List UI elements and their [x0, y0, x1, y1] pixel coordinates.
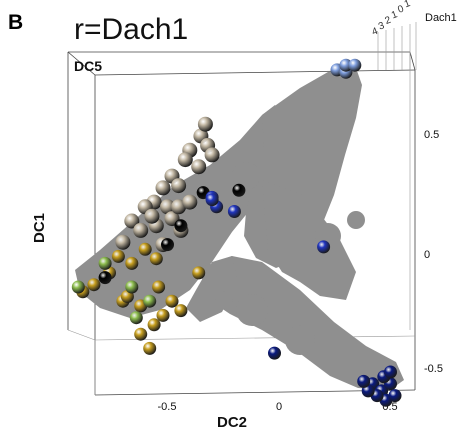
y-tick-label: -0.5 — [424, 363, 443, 375]
data-point-level5 — [388, 389, 402, 403]
data-point-level1 — [155, 180, 171, 196]
data-point-level2 — [156, 308, 170, 322]
data-point-level5 — [268, 346, 281, 360]
cloud-blob — [347, 211, 365, 229]
panel-letter: B — [8, 11, 23, 34]
data-point-level1 — [197, 116, 213, 132]
data-point-level1 — [177, 152, 193, 168]
data-point-level4 — [227, 205, 241, 218]
data-point-apex — [339, 58, 353, 72]
data-point-level4 — [205, 193, 219, 207]
box-top-right-edge — [409, 51, 416, 71]
data-point-level2 — [149, 252, 163, 266]
data-point-level3 — [129, 311, 143, 325]
data-point-level0 — [98, 271, 112, 285]
x-tick-label: 0 — [276, 401, 282, 413]
data-point-level2 — [174, 304, 188, 318]
legend-tick-label: 1 — [403, 0, 412, 10]
legend-tick-label: 2 — [383, 15, 392, 27]
cloud-blob — [285, 325, 315, 355]
cloud-blob — [215, 291, 233, 309]
data-point-level2 — [192, 266, 206, 280]
data-point-level1 — [124, 213, 140, 229]
data-point-level4 — [317, 240, 331, 254]
box-bottom-front-edge — [94, 389, 416, 396]
legend-tick-label: 3 — [377, 20, 386, 32]
bounding-box — [67, 51, 416, 396]
cloud-blob — [236, 294, 268, 326]
data-point-level1 — [144, 208, 160, 224]
color-legend: Dach1 4 3 2 1 0 1 — [370, 0, 457, 70]
cloud-blob — [232, 162, 260, 190]
x-tick-label: -0.5 — [158, 401, 177, 413]
legend-tick-label: 1 — [390, 9, 399, 21]
data-point-level2 — [134, 327, 148, 341]
background-cell-cloud — [75, 68, 404, 390]
data-point-level1 — [133, 222, 149, 238]
data-point-level2 — [87, 278, 101, 292]
cloud-middle-band — [262, 180, 356, 300]
y-tick-label: 0.5 — [424, 129, 439, 141]
z-axis-label: DC5 — [74, 58, 102, 74]
data-point-level1 — [204, 147, 220, 163]
data-point-level5 — [384, 365, 397, 379]
legend-scale — [377, 22, 417, 70]
y-axis-label: DC1 — [31, 213, 48, 243]
data-point-level1 — [191, 159, 207, 175]
data-point-level2 — [111, 249, 125, 263]
box-top-front-edge — [94, 69, 416, 76]
data-point-level2 — [165, 294, 179, 308]
legend-tick-label: 4 — [370, 26, 379, 38]
data-point-level2 — [152, 280, 166, 294]
data-point-level5 — [357, 374, 371, 388]
data-point-level1 — [115, 234, 131, 250]
box-bottom-left-join — [67, 329, 96, 341]
data-point-level0 — [161, 238, 174, 252]
legend-title: Dach1 — [425, 12, 457, 24]
legend-tick-label: 0 — [396, 3, 405, 15]
data-point-level1 — [171, 199, 187, 215]
data-point-level1 — [182, 194, 198, 210]
data-point-level3 — [143, 294, 157, 308]
data-point-level1 — [160, 199, 175, 215]
data-point-level1 — [171, 178, 187, 194]
data-point-level2 — [138, 242, 152, 256]
x-axis-label: DC2 — [217, 414, 247, 431]
data-point-level2 — [147, 318, 161, 332]
chart-title: r=Dach1 — [74, 13, 188, 46]
box-top-left-edge — [67, 51, 96, 76]
x-axis-ticks: -0.5 0 0.5 — [158, 401, 398, 413]
data-point-level0 — [174, 219, 188, 233]
data-point-apex — [348, 58, 362, 72]
y-axis-ticks: 0.5 0 -0.5 — [424, 129, 443, 375]
data-point-level3 — [125, 280, 139, 294]
data-point-level0 — [232, 183, 246, 197]
data-point-level2 — [143, 341, 157, 355]
data-point-level2 — [125, 256, 139, 270]
y-tick-label: 0 — [424, 249, 430, 261]
cloud-bottom-arm — [200, 256, 404, 390]
box-bottom-back-edge — [94, 335, 416, 341]
data-point-level3 — [98, 256, 112, 270]
data-points — [71, 58, 402, 407]
data-point-level3 — [71, 280, 85, 294]
